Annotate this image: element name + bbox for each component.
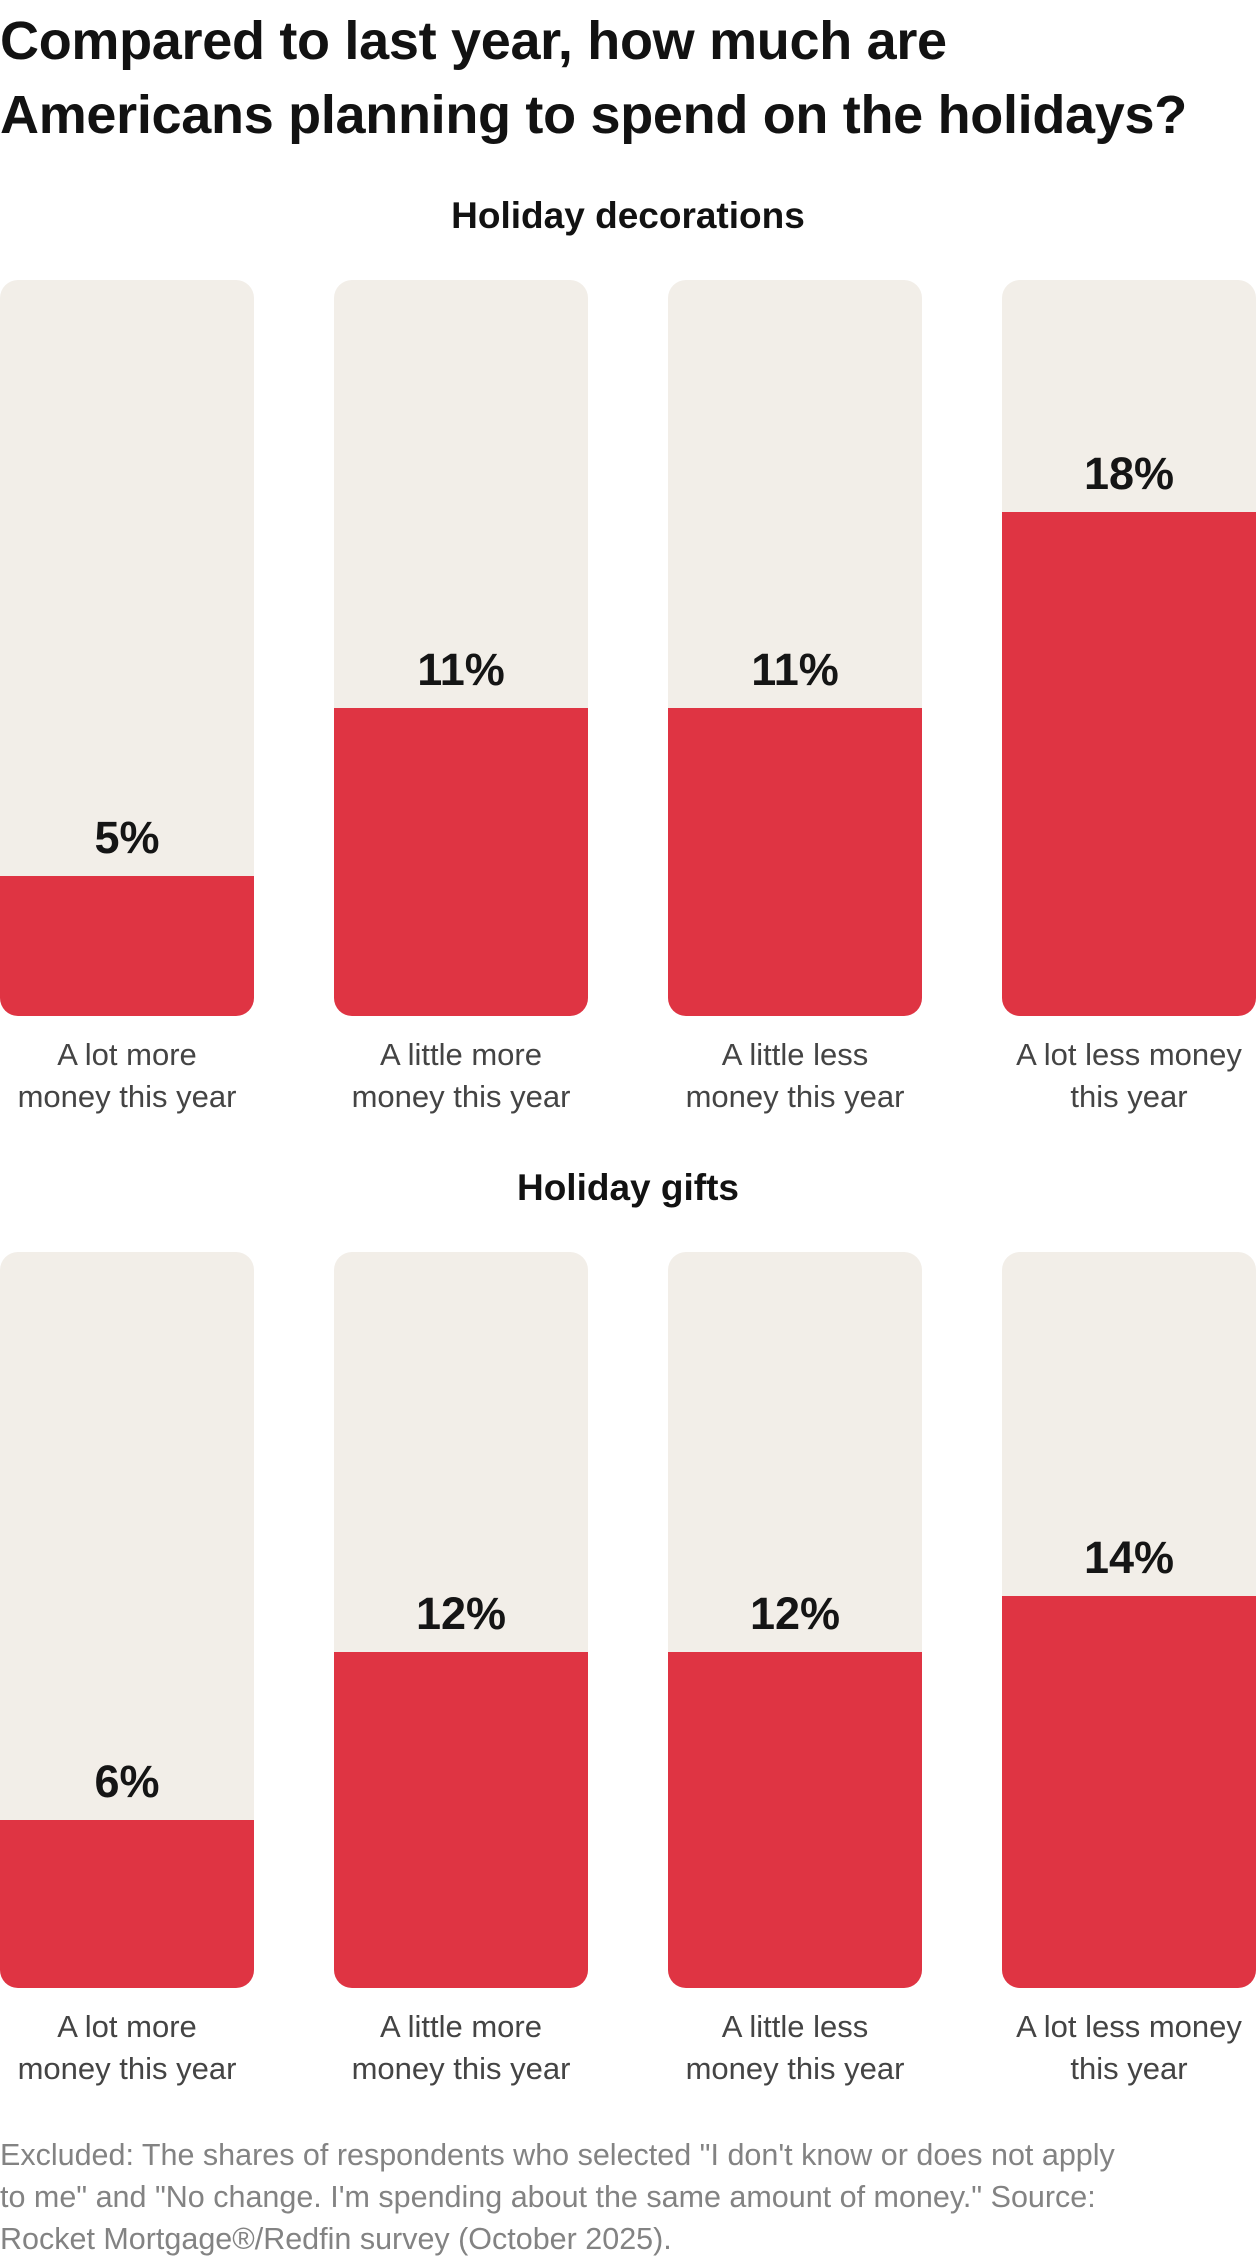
- chart-title: Compared to last year, how much are Amer…: [0, 4, 1256, 152]
- category-label-line: A lot more: [57, 1037, 197, 1072]
- bar-decorations-a-little-less: 11%: [668, 280, 922, 1016]
- category-label: A little less money this year: [645, 1034, 945, 1118]
- source-note-line: to me" and "No change. I'm spending abou…: [0, 2180, 1096, 2214]
- bar-fill: [334, 708, 588, 1016]
- category-label-line: money this year: [17, 1079, 237, 1114]
- category-label-line: A lot less money: [1016, 2009, 1242, 2044]
- bar-decorations-a-lot-less: 18%: [1002, 280, 1256, 1016]
- gifts-bar-chart: 6% 12% 12% 14%: [0, 1252, 1256, 1988]
- category-label: A lot less money this year: [979, 2006, 1256, 2090]
- bar-fill: [668, 1652, 922, 1988]
- bar-fill: [1002, 512, 1256, 1016]
- bar-gifts-a-little-more: 12%: [334, 1252, 588, 1988]
- category-label-line: money this year: [351, 2051, 571, 2086]
- category-label: A lot more money this year: [0, 1034, 277, 1118]
- source-note-line: Rocket Mortgage®/Redfin survey (October …: [0, 2222, 672, 2256]
- chart-title-line-1: Compared to last year, how much are: [0, 11, 947, 71]
- value-label: 5%: [94, 812, 160, 863]
- category-label-line: A little more: [380, 1037, 542, 1072]
- bar-gifts-a-lot-more: 6%: [0, 1252, 254, 1988]
- category-label-line: money this year: [17, 2051, 237, 2086]
- panel-title-decorations: Holiday decorations: [451, 195, 805, 236]
- category-label: A little more money this year: [311, 2006, 611, 2090]
- bar-fill: [334, 1652, 588, 1988]
- value-label: 11%: [751, 644, 839, 695]
- bar-decorations-a-little-more: 11%: [334, 280, 588, 1016]
- category-label-line: money this year: [351, 1079, 571, 1114]
- bar-decorations-a-lot-more: 5%: [0, 280, 254, 1016]
- source-note: Excluded: The shares of respondents who …: [0, 2134, 1256, 2260]
- category-label-line: A lot more: [57, 2009, 197, 2044]
- value-label: 6%: [94, 1756, 160, 1807]
- category-label-line: money this year: [685, 2051, 905, 2086]
- bar-gifts-a-lot-less: 14%: [1002, 1252, 1256, 1988]
- bar-gifts-a-little-less: 12%: [668, 1252, 922, 1988]
- panel-title-gifts: Holiday gifts: [516, 1167, 740, 1208]
- category-label-line: A little less: [721, 1037, 869, 1072]
- value-label: 18%: [1083, 448, 1175, 499]
- category-label-line: A lot less money: [1016, 1037, 1242, 1072]
- category-label-line: this year: [1070, 2051, 1188, 2086]
- bar-fill: [0, 1820, 254, 1988]
- category-label-line: A little more: [380, 2009, 542, 2044]
- bar-fill: [668, 708, 922, 1016]
- category-label: A little less money this year: [645, 2006, 945, 2090]
- category-label-line: A little less: [721, 2009, 869, 2044]
- value-label: 14%: [1083, 1532, 1175, 1583]
- category-label: A lot more money this year: [0, 2006, 277, 2090]
- category-label: A little more money this year: [311, 1034, 611, 1118]
- chart-title-line-2: Americans planning to spend on the holid…: [0, 85, 1187, 145]
- source-note-line: Excluded: The shares of respondents who …: [0, 2138, 1115, 2172]
- bar-fill: [1002, 1596, 1256, 1988]
- category-label: A lot less money this year: [979, 1034, 1256, 1118]
- value-label: 12%: [749, 1588, 841, 1639]
- category-label-line: this year: [1070, 1079, 1188, 1114]
- bar-fill: [0, 876, 254, 1016]
- value-label: 11%: [417, 644, 505, 695]
- category-label-line: money this year: [685, 1079, 905, 1114]
- value-label: 12%: [415, 1588, 507, 1639]
- decorations-bar-chart: 5% 11% 11% 18%: [0, 280, 1256, 1016]
